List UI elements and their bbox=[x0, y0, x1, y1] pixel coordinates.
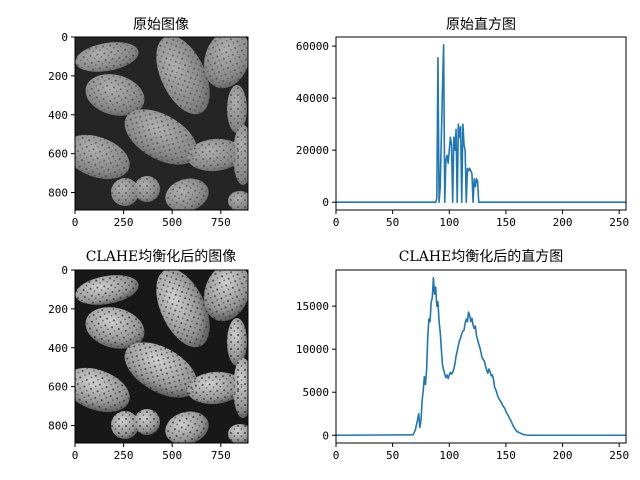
original-image bbox=[75, 37, 248, 210]
clahe-image-ytick-label: 0 bbox=[61, 264, 68, 277]
clahe-hist-xtick-label: 200 bbox=[553, 449, 573, 462]
original-histogram-panel: 原始直方图 0 50 100 150 200 250 0 20000 40000 60000 bbox=[296, 16, 629, 229]
clahe-image bbox=[75, 270, 248, 443]
original-image-title: 原始图像 bbox=[133, 17, 189, 33]
orig-hist-xtick-label: 100 bbox=[439, 216, 459, 229]
orig-hist-xtick-label: 200 bbox=[553, 216, 573, 229]
clahe-hist-xtick-label: 150 bbox=[496, 449, 516, 462]
clahe-histogram-ticks: 0 50 100 150 200 250 0 5000 10000 15000 bbox=[296, 300, 629, 462]
clahe-image-xtick-label: 750 bbox=[211, 449, 231, 462]
orig-hist-xtick-label: 0 bbox=[333, 216, 340, 229]
clahe-image-xtick-label: 0 bbox=[72, 449, 79, 462]
clahe-image-xtick-label: 250 bbox=[114, 449, 134, 462]
orig-image-ytick-label: 0 bbox=[61, 31, 68, 44]
clahe-hist-xtick-label: 0 bbox=[333, 449, 340, 462]
clahe-hist-xtick-label: 100 bbox=[439, 449, 459, 462]
orig-image-xtick-label: 250 bbox=[114, 216, 134, 229]
original-histogram-ticks: 0 50 100 150 200 250 0 20000 40000 60000 bbox=[296, 40, 629, 229]
orig-hist-ytick-label: 0 bbox=[322, 196, 329, 209]
original-histogram-title: 原始直方图 bbox=[446, 16, 516, 33]
orig-image-xtick-label: 750 bbox=[211, 216, 231, 229]
orig-hist-series-line bbox=[336, 43, 626, 203]
orig-image-xtick-label: 500 bbox=[162, 216, 182, 229]
clahe-image-xtick-label: 500 bbox=[162, 449, 182, 462]
orig-hist-xtick-label: 150 bbox=[496, 216, 516, 229]
clahe-image-ticks: 0 250 500 750 0 200 400 600 800 bbox=[48, 264, 231, 462]
clahe-hist-ytick-label: 15000 bbox=[296, 300, 329, 313]
clahe-image-title: CLAHE均衡化后的图像 bbox=[86, 249, 237, 265]
clahe-hist-series-line bbox=[335, 276, 626, 437]
orig-image-ytick-label: 800 bbox=[48, 187, 68, 200]
orig-hist-xtick-label: 50 bbox=[386, 216, 399, 229]
original-image-ticks: 0 250 500 750 0 200 400 600 800 bbox=[48, 31, 231, 229]
orig-image-ytick-label: 400 bbox=[48, 109, 68, 122]
orig-image-xtick-label: 0 bbox=[72, 216, 79, 229]
clahe-image-ytick-label: 600 bbox=[48, 381, 68, 394]
clahe-histogram-panel: CLAHE均衡化后的直方图 0 50 100 150 200 250 0 5000 10000 1… bbox=[296, 248, 629, 462]
clahe-hist-ytick-label: 5000 bbox=[303, 386, 330, 399]
clahe-hist-ytick-label: 0 bbox=[322, 429, 329, 442]
original-image-panel: 原始图像 0 250 500 750 0 200 400 600 800 bbox=[48, 17, 249, 229]
clahe-image-ytick-label: 800 bbox=[48, 420, 68, 433]
clahe-hist-xtick-label: 50 bbox=[386, 449, 399, 462]
orig-hist-xtick-label: 250 bbox=[609, 216, 629, 229]
orig-hist-ytick-label: 60000 bbox=[296, 40, 329, 53]
clahe-image-ytick-label: 400 bbox=[48, 342, 68, 355]
clahe-histogram-plot bbox=[335, 276, 626, 437]
clahe-hist-xtick-label: 250 bbox=[609, 449, 629, 462]
orig-image-ytick-label: 600 bbox=[48, 148, 68, 161]
clahe-image-ytick-label: 200 bbox=[48, 303, 68, 316]
original-histogram-plot bbox=[336, 43, 626, 203]
clahe-hist-ytick-label: 10000 bbox=[296, 343, 329, 356]
clahe-histogram-title: CLAHE均衡化后的直方图 bbox=[399, 248, 564, 265]
orig-image-ytick-label: 200 bbox=[48, 70, 68, 83]
clahe-image-panel: CLAHE均衡化后的图像 0 250 500 750 0 200 400 600 800 bbox=[48, 249, 249, 462]
orig-hist-ytick-label: 40000 bbox=[296, 92, 329, 105]
orig-hist-ytick-label: 20000 bbox=[296, 144, 329, 157]
